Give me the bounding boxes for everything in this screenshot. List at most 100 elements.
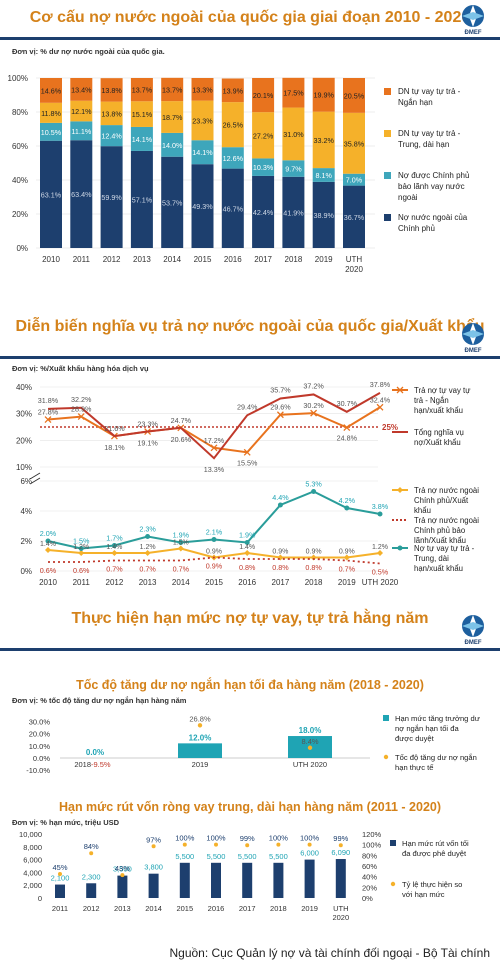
x-tick-label: 2020	[332, 913, 349, 922]
data-label: 20.1%	[253, 91, 274, 100]
x-tick-label: 2010	[39, 578, 57, 587]
bar-segment	[282, 107, 305, 161]
data-label: 12.0%	[189, 733, 212, 742]
bar-segment	[100, 101, 123, 126]
y-tick-label: 80%	[12, 108, 28, 117]
y-tick-label-right: 60%	[362, 862, 377, 871]
chart2-band	[0, 356, 500, 359]
series-marker	[276, 411, 284, 419]
bar-segment	[252, 158, 275, 176]
bar-segment	[312, 168, 335, 182]
line-chart-debt-service: 10% 20% 30% 40% 25% 27.8% 28.9% 21.6% 23.3% 24.7%…	[16, 380, 479, 587]
bar-segment	[221, 168, 244, 248]
x-tick-label: UTH 2020	[293, 760, 327, 769]
data-label: 0.6%	[73, 566, 90, 575]
series-marker	[307, 745, 313, 750]
data-label: 33.2%	[314, 136, 335, 145]
data-label: 5.3%	[305, 480, 322, 489]
y-tick-label: 60%	[12, 142, 28, 151]
legend-marker	[383, 754, 389, 760]
series-marker	[182, 842, 187, 847]
data-label: 29.6%	[270, 403, 291, 412]
data-label: 45%	[52, 863, 67, 872]
chart3-unit: Đơn vị: % tốc độ tăng dư nợ ngắn hạn hàn…	[12, 696, 187, 705]
data-label: 12.4%	[101, 132, 122, 141]
bar-segment	[70, 140, 93, 248]
legend-marker	[390, 881, 396, 887]
x-tick-label: UTH	[333, 904, 348, 913]
series-marker	[343, 554, 350, 561]
data-label: 26.5%	[223, 121, 244, 130]
x-tick-label: 2018	[285, 255, 303, 264]
data-label: 1.2%	[372, 544, 388, 551]
net-withdrawal-limit-chart: 0 2,000 4,000 6,000 8,000 10,000 0% 20%40% 60% 80…	[19, 830, 469, 922]
bar	[211, 862, 221, 898]
series-marker	[144, 550, 151, 556]
data-label: 9.7%	[285, 165, 302, 174]
data-label: 15.1%	[132, 110, 153, 119]
bar	[304, 859, 315, 898]
data-label: 13.7%	[132, 86, 153, 95]
bar	[242, 862, 253, 898]
data-label: 26.8%	[189, 714, 211, 723]
series-marker	[58, 872, 62, 876]
bar-segment	[130, 150, 153, 248]
bar-segment	[161, 156, 184, 248]
data-label: 35.8%	[344, 139, 365, 148]
data-label: 15.5%	[237, 458, 258, 467]
data-label: 1.2%	[140, 544, 156, 551]
bar	[86, 883, 97, 898]
legend-label: Hạn mức tăng trưởng dư nợ ngắn hạn tối đa…	[395, 714, 480, 743]
x-tick-label: UTH	[346, 255, 363, 264]
bar-segment	[191, 78, 214, 101]
bar-segment	[343, 185, 365, 248]
bar-segment	[100, 146, 123, 248]
data-label: 13.4%	[71, 85, 92, 94]
y-tick-label: 6,000	[23, 856, 42, 865]
y-tick-label: 10,000	[19, 830, 42, 839]
series-marker	[78, 546, 84, 551]
data-label: 23.3%	[192, 116, 213, 125]
data-label: 5,500	[175, 852, 194, 861]
series-marker	[277, 502, 283, 508]
x-tick-label: 2015	[194, 255, 212, 264]
data-label: 0.8%	[305, 563, 322, 572]
data-label: 2.3%	[139, 525, 156, 534]
series-marker	[338, 843, 343, 848]
x-tick-label: 2014	[172, 578, 190, 587]
series-marker	[377, 550, 383, 556]
data-label: 13.3%	[192, 85, 213, 94]
y-tick-label-right: 100%	[362, 841, 382, 850]
data-label: 5,500	[238, 852, 257, 861]
data-label: 1.2%	[73, 544, 89, 551]
y-tick-label: 10.0%	[29, 742, 51, 751]
bar-segment	[252, 175, 275, 248]
series-marker	[44, 416, 52, 423]
data-label: 100%	[206, 834, 226, 843]
x-tick-label: 2013	[114, 904, 131, 913]
data-label: 18.0%	[299, 726, 322, 735]
y-tick-label: -10.0%	[26, 766, 50, 775]
data-label: 18.7%	[162, 113, 183, 122]
y-tick-label: 0.0%	[33, 754, 50, 763]
axis-break-icon	[29, 472, 41, 485]
data-label: 63.4%	[71, 190, 92, 199]
y-tick-label-right: 0%	[362, 894, 373, 903]
data-label: 0.9%	[206, 562, 223, 571]
legend-label: Nợ được Chính phủ bảo lãnh vay nước ngoài	[398, 171, 469, 202]
series-line	[48, 556, 381, 565]
data-label: 46.7%	[223, 204, 244, 213]
bar-segment	[161, 77, 184, 102]
data-label: 14.6%	[41, 86, 62, 95]
bar-segment	[252, 78, 275, 113]
legend-label: Tổng nghĩa vụ nợ/Xuất khẩu	[414, 428, 464, 447]
series-marker	[197, 723, 203, 728]
bar-segment	[343, 173, 365, 186]
legend-label: Trả nợ tự vay tự trả - Ngắn hạn/xuất khẩu	[414, 386, 470, 415]
series-line	[47, 391, 381, 460]
bar-segment	[40, 102, 62, 123]
bar	[55, 884, 65, 898]
x-tick-label: 2012	[83, 904, 100, 913]
y-tick-label: 30%	[16, 410, 32, 419]
series-marker	[78, 550, 85, 556]
